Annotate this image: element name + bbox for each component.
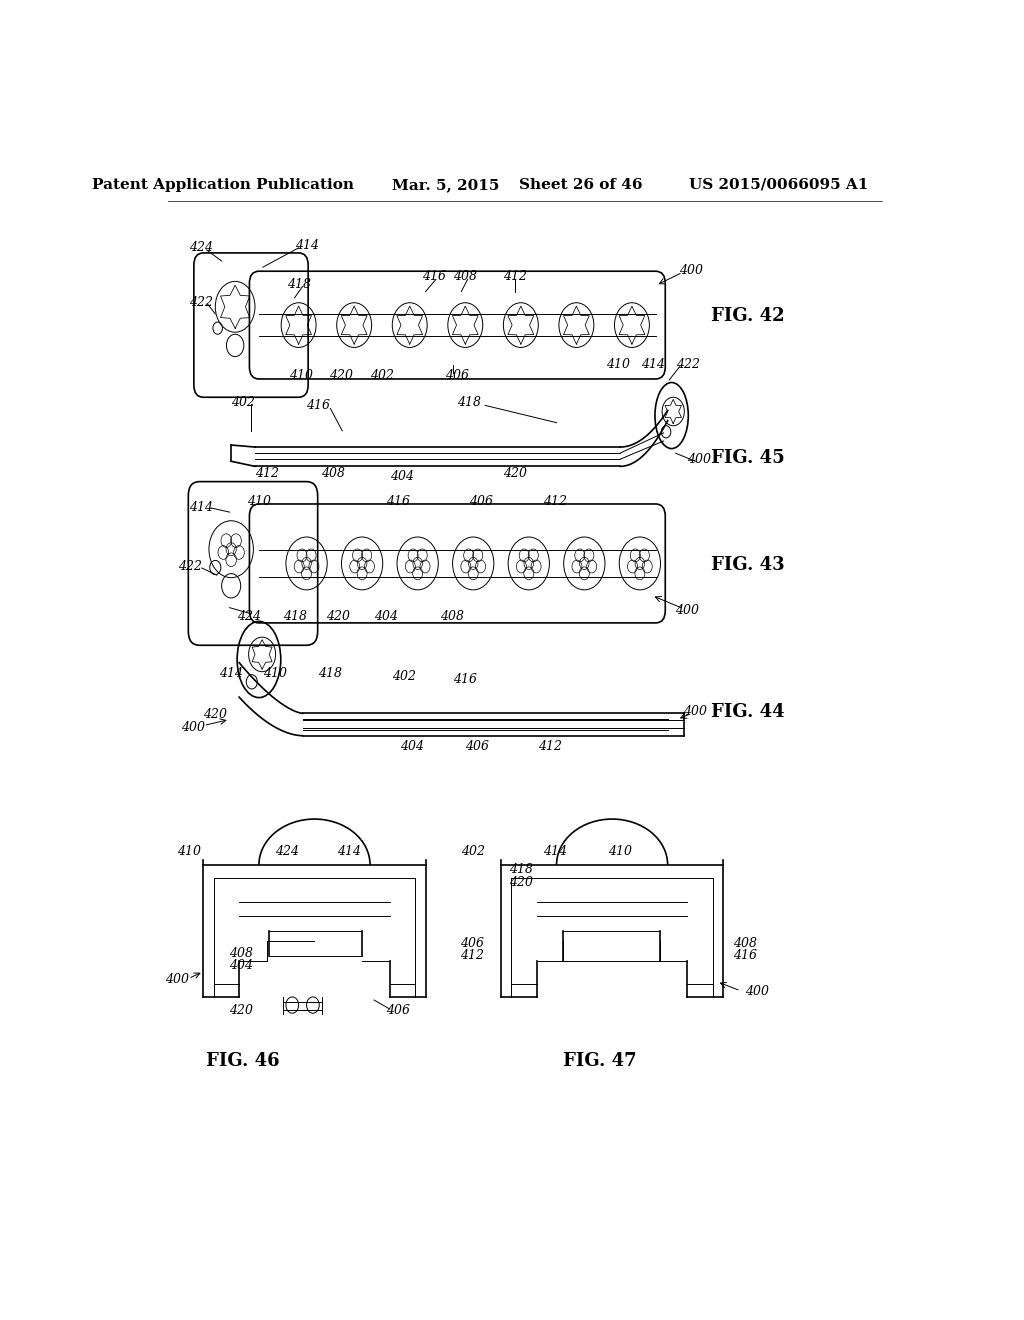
Text: FIG. 46: FIG. 46 [206,1052,280,1071]
Text: 414: 414 [543,845,567,858]
Text: 418: 418 [287,279,310,290]
Text: 412: 412 [255,467,279,480]
Text: 412: 412 [539,741,562,754]
Text: 424: 424 [189,242,213,255]
Text: 402: 402 [370,370,394,383]
Text: 400: 400 [165,973,189,986]
Text: 404: 404 [400,741,424,754]
Text: 414: 414 [641,358,666,371]
Text: 400: 400 [181,721,205,734]
Text: 400: 400 [683,705,708,718]
Text: 424: 424 [237,610,261,623]
Text: 412: 412 [543,495,567,508]
Text: 408: 408 [439,610,464,623]
Text: 406: 406 [445,370,469,383]
Text: 422: 422 [189,296,213,309]
Text: 418: 418 [509,863,532,876]
Text: 400: 400 [680,264,703,277]
Text: 410: 410 [608,845,632,858]
Text: 418: 418 [318,667,342,680]
Text: Patent Application Publication: Patent Application Publication [92,178,354,191]
Text: 418: 418 [458,396,481,409]
Text: FIG. 43: FIG. 43 [712,556,785,574]
Text: 420: 420 [503,467,527,480]
Text: 424: 424 [274,845,299,858]
Text: 406: 406 [386,1003,410,1016]
Text: 420: 420 [327,610,350,623]
Text: 420: 420 [509,875,532,888]
Text: 412: 412 [460,949,483,962]
Text: 410: 410 [263,667,287,680]
Text: 422: 422 [178,561,202,573]
Text: 400: 400 [676,605,699,618]
Text: 420: 420 [204,708,227,721]
Text: 410: 410 [247,495,271,508]
Text: 402: 402 [231,396,255,409]
Text: US 2015/0066095 A1: US 2015/0066095 A1 [689,178,868,191]
Text: 404: 404 [390,470,414,483]
Text: 406: 406 [469,495,494,508]
Text: 406: 406 [460,937,483,949]
Text: 408: 408 [229,946,253,960]
Text: 408: 408 [733,937,757,949]
Text: FIG. 47: FIG. 47 [563,1052,637,1071]
Text: 400: 400 [687,453,712,466]
Text: 400: 400 [745,985,769,998]
Text: 408: 408 [321,467,345,480]
Text: 414: 414 [189,500,213,513]
Text: 416: 416 [422,269,445,282]
Text: 402: 402 [461,845,485,858]
Text: 416: 416 [306,399,331,412]
Text: Mar. 5, 2015: Mar. 5, 2015 [392,178,499,191]
Text: 416: 416 [454,673,477,686]
Text: Sheet 26 of 46: Sheet 26 of 46 [518,178,642,191]
Text: 420: 420 [229,1003,253,1016]
Text: 402: 402 [392,671,416,684]
Text: 414: 414 [337,845,360,858]
Text: 410: 410 [289,370,313,383]
Text: 416: 416 [386,495,410,508]
Text: 418: 418 [283,610,306,623]
Text: 404: 404 [374,610,398,623]
Text: 420: 420 [329,370,352,383]
Text: 412: 412 [503,269,527,282]
Text: 414: 414 [219,667,243,680]
Text: 422: 422 [676,358,700,371]
Text: 406: 406 [465,741,489,754]
Text: 410: 410 [606,358,631,371]
Text: FIG. 45: FIG. 45 [712,449,785,467]
Text: FIG. 42: FIG. 42 [712,308,785,325]
Text: 414: 414 [295,239,318,252]
Text: 408: 408 [454,269,477,282]
Text: 404: 404 [229,958,253,972]
Text: FIG. 44: FIG. 44 [712,704,785,721]
Text: 416: 416 [733,949,757,962]
Text: 410: 410 [177,845,201,858]
